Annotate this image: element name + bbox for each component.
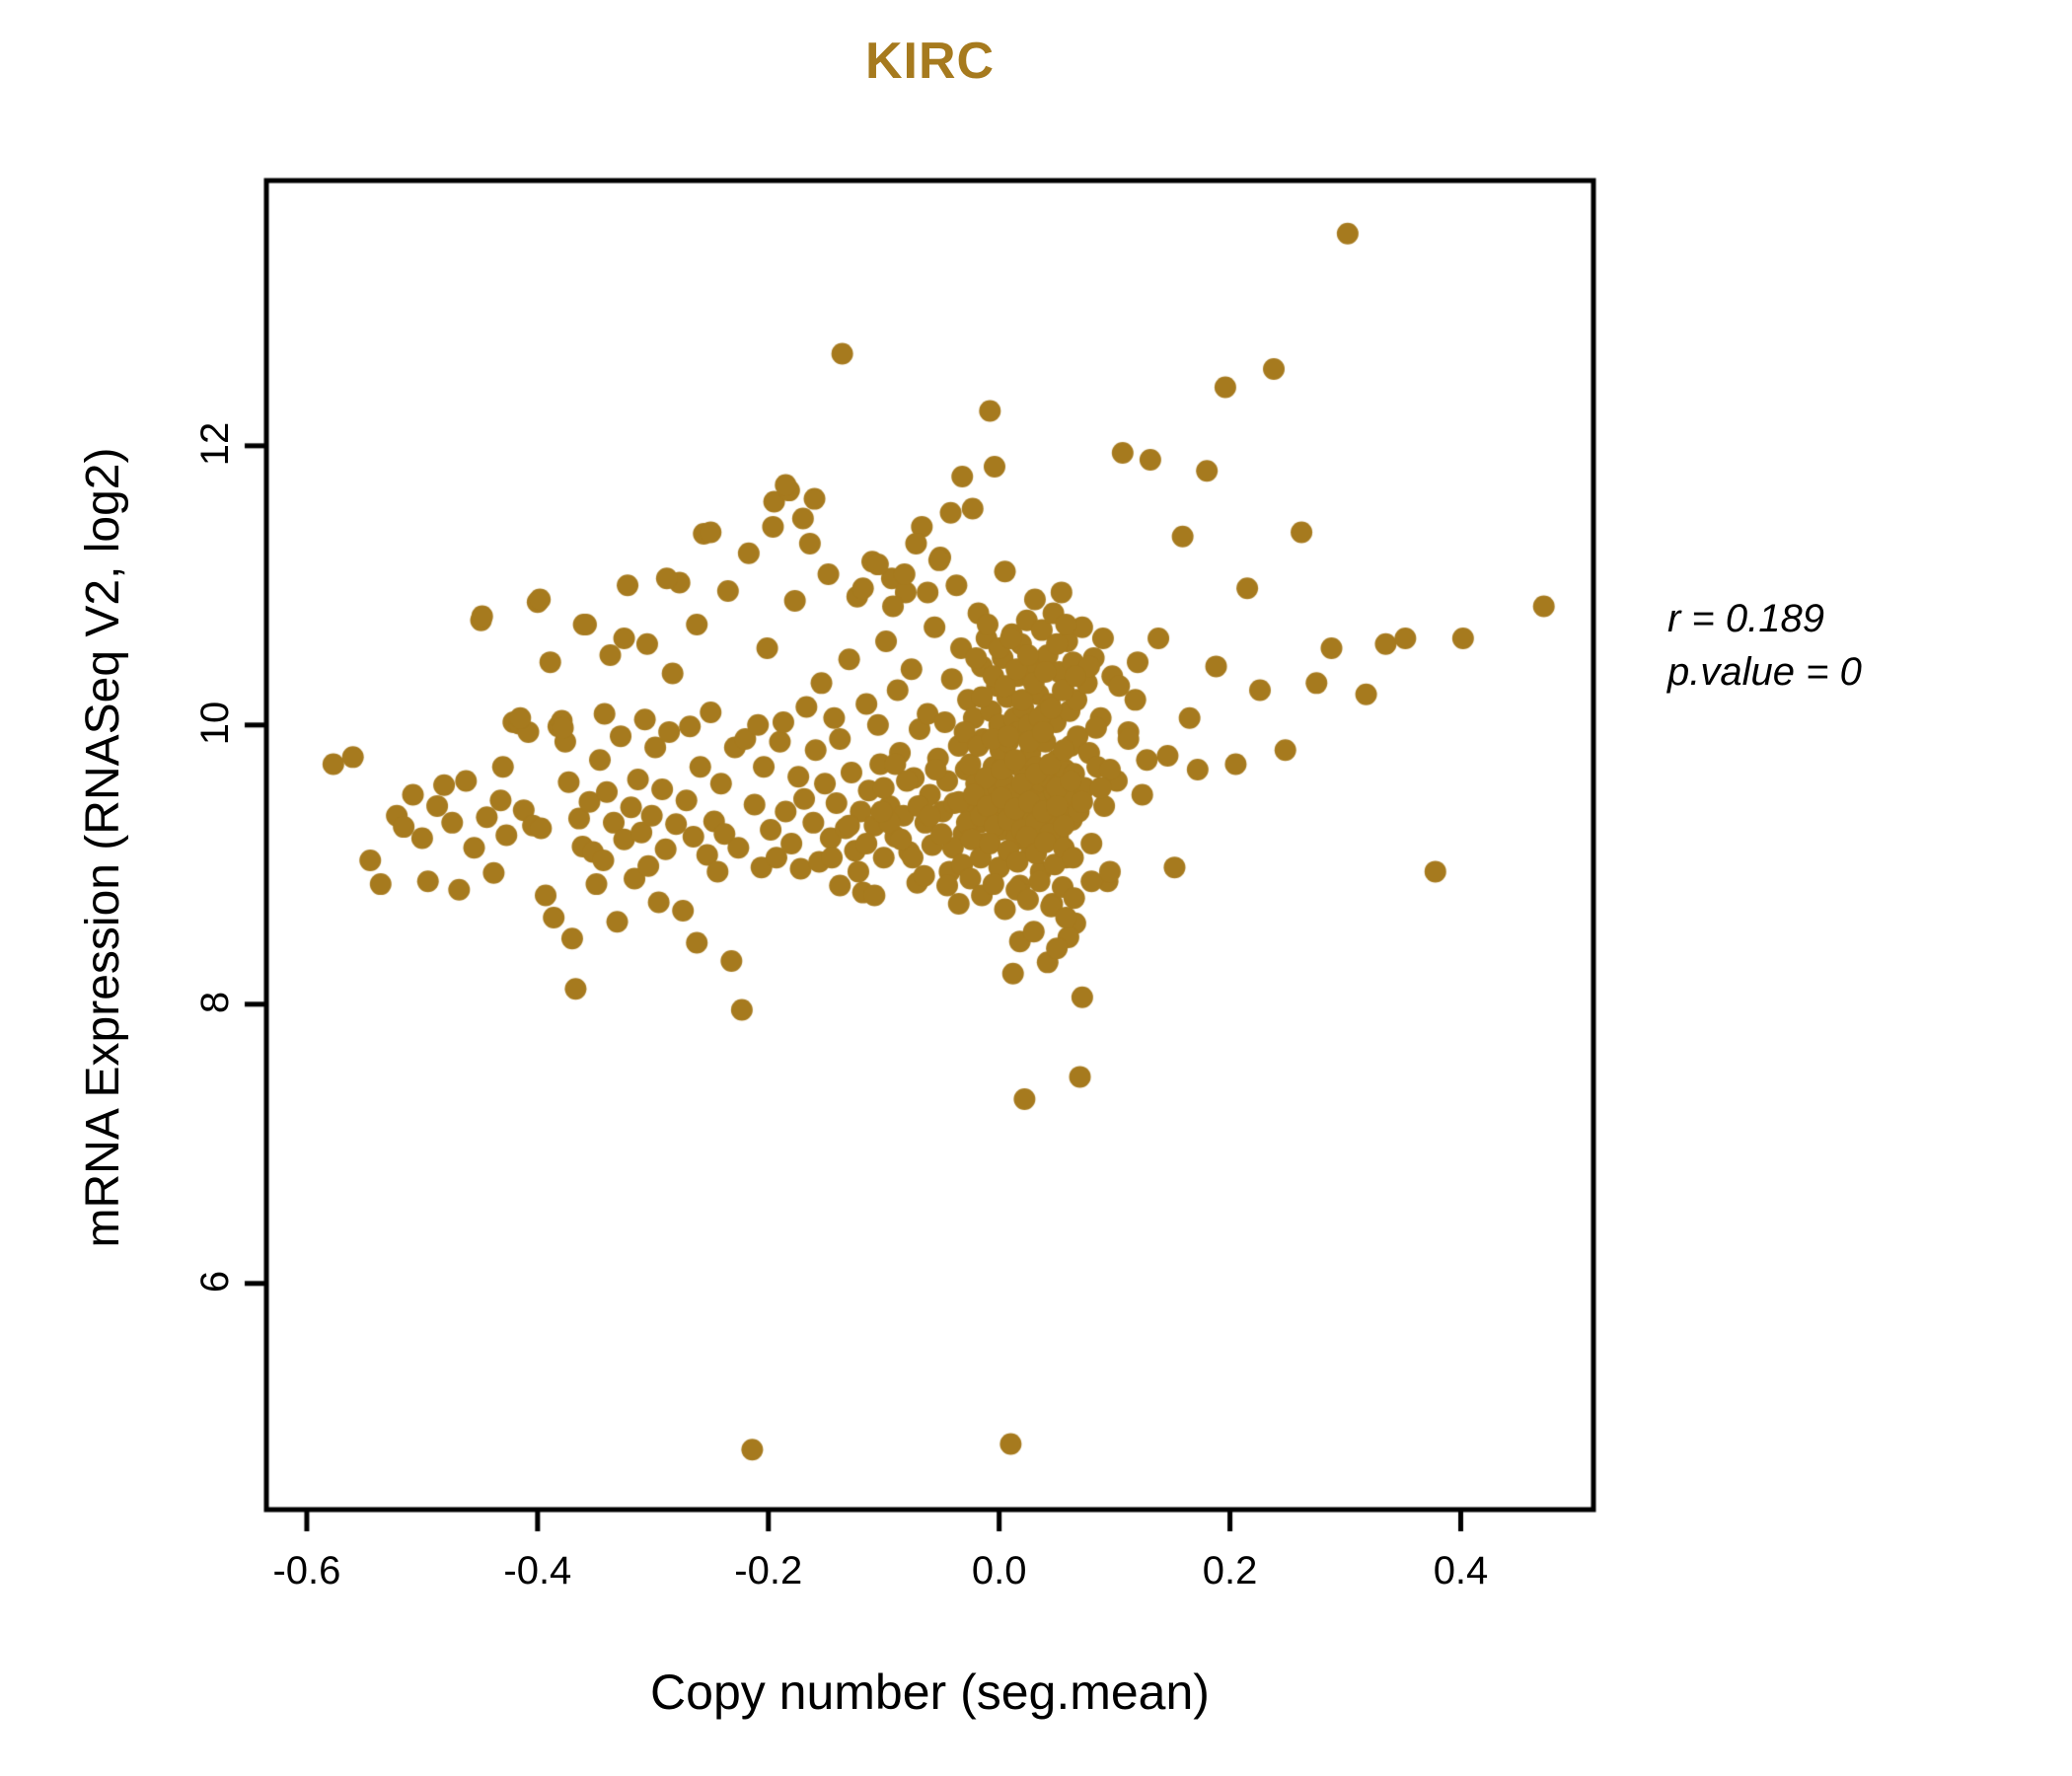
x-tick-label: -0.6 bbox=[272, 1549, 341, 1592]
y-tick-label: 12 bbox=[193, 421, 237, 467]
x-tick-label: 0.2 bbox=[1202, 1549, 1258, 1592]
x-tick-label: 0.4 bbox=[1433, 1549, 1489, 1592]
x-axis-label: Copy number (seg.mean) bbox=[650, 1665, 1210, 1720]
p-value-label: p.value = 0 bbox=[1667, 650, 1862, 694]
y-tick-label: 10 bbox=[193, 701, 237, 746]
x-tick-label: 0.0 bbox=[971, 1549, 1027, 1592]
x-tick-label: -0.2 bbox=[734, 1549, 803, 1592]
correlation-coefficient-label: r = 0.189 bbox=[1667, 597, 1825, 640]
x-tick-label: -0.4 bbox=[503, 1549, 572, 1592]
y-tick-label: 8 bbox=[193, 991, 237, 1013]
y-axis-label: mRNA Expression (RNASeq V2, log2) bbox=[77, 447, 129, 1248]
stats-annotation: r = 0.189 p.value = 0 bbox=[1667, 592, 1862, 699]
y-tick-label: 6 bbox=[193, 1270, 237, 1293]
